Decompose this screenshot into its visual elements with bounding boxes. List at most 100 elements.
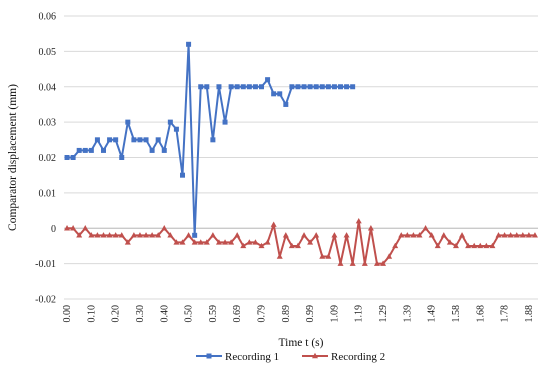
series-2-point [471,242,478,249]
series-2-point [149,232,156,238]
series-2-point [76,232,83,238]
x-tick-label: 0.00 [62,305,73,323]
series-2-point [288,242,295,249]
series-2-point [501,232,508,238]
y-tick-label: 0.01 [39,188,57,199]
series-1-point [265,77,271,83]
x-tick-label: 1.58 [451,305,462,323]
series-1-point [210,137,216,143]
series-2-point [197,239,204,245]
series-1-point [295,84,301,90]
series-2-point [64,225,71,231]
series-2-point [410,232,417,238]
series-2-point [477,242,484,249]
series-2-point [234,232,241,238]
series-2-point [167,232,174,238]
series-2-point [428,232,435,238]
series-2-point [228,239,235,245]
y-tick-label: -0.02 [35,295,56,306]
series-1-point [101,147,106,153]
series-1-point [107,137,113,143]
series-2-point [355,217,362,224]
series-2-point [155,232,162,238]
series-2-point [282,232,289,238]
axes: -0.02 -0.01 0 0.01 0.02 0.03 0.04 0.05 0.06 0.00 0… [35,12,538,323]
series-2-point [252,239,259,245]
series-2-point [270,221,277,227]
series-2-point [185,232,192,238]
x-tick-label: 0.40 [159,305,170,323]
series-1-point [344,84,350,90]
series-1-point [259,84,264,90]
series-2-point [136,232,143,238]
x-tick-label: 1.88 [524,305,535,323]
series-2-point [203,239,210,245]
x-tick-label: 0.50 [184,305,195,323]
series-1-point [319,84,325,90]
series-2-point [301,232,308,238]
series-1-point [338,84,343,90]
series-2-point [100,232,107,238]
series-1-point [222,119,228,125]
series-2-point [307,239,314,245]
series-2-point [222,239,229,245]
series-2-point [459,232,466,238]
series-2-point [319,253,326,259]
series-2-point [106,232,113,238]
series-2-point [124,239,131,245]
x-tick-label: 0.20 [111,305,122,323]
series-2-point [361,260,368,266]
legend: Recording 1 Recording 2 [196,351,385,363]
series-2-point [440,232,447,238]
legend-item-1: Recording 1 [196,351,279,363]
series-1-point [64,155,70,160]
series-1-point [125,119,131,125]
series-1-point [186,41,192,47]
series-2-point [130,232,137,238]
series-2-point [398,232,405,238]
x-tick-label: 1.39 [402,305,413,323]
series-1-point [94,137,100,143]
series-2-point [465,242,472,249]
series-2-point [88,232,95,238]
series-2-point [422,225,429,231]
x-tick-label: 0.89 [281,305,292,323]
x-tick-label: 1.09 [329,305,340,323]
x-axis-title: Time t (s) [279,337,324,349]
series-2-point [258,242,265,249]
x-tick-label: 1.68 [475,305,486,323]
x-tick-label: 0.30 [135,305,146,323]
series-2-point [118,232,125,238]
series-2-point [294,242,301,249]
series-2-point [349,260,356,266]
series-1-point [246,84,252,90]
series-2-point [513,232,520,238]
x-tick-label: 0.59 [208,305,219,323]
series-2-point [507,232,514,238]
x-tick-label: 1.29 [378,305,389,323]
series-1-point [307,84,313,90]
series-2-point [525,232,532,238]
y-tick-label: 0.04 [39,82,57,93]
series-2-point [94,232,101,238]
series-1-point [167,119,173,125]
series-1-point [198,84,204,90]
series-2-point [161,225,168,231]
series-2 [64,217,538,266]
series-1-point [161,147,167,153]
series-1-point [289,84,295,90]
series-1-point [180,172,185,178]
series-1-point [240,84,246,90]
series-1-point [137,137,143,143]
series-2-point [209,232,216,238]
legend-marker [206,353,212,359]
series-1-point [350,84,356,90]
series-2-point [240,242,247,249]
series-1-point [228,84,234,90]
series-1-point [204,84,210,90]
series-2-point [434,242,441,249]
series-2-point [343,232,350,238]
series-1-point [271,91,277,97]
x-tick-label: 1.19 [354,305,365,323]
series-2-point [191,239,198,245]
